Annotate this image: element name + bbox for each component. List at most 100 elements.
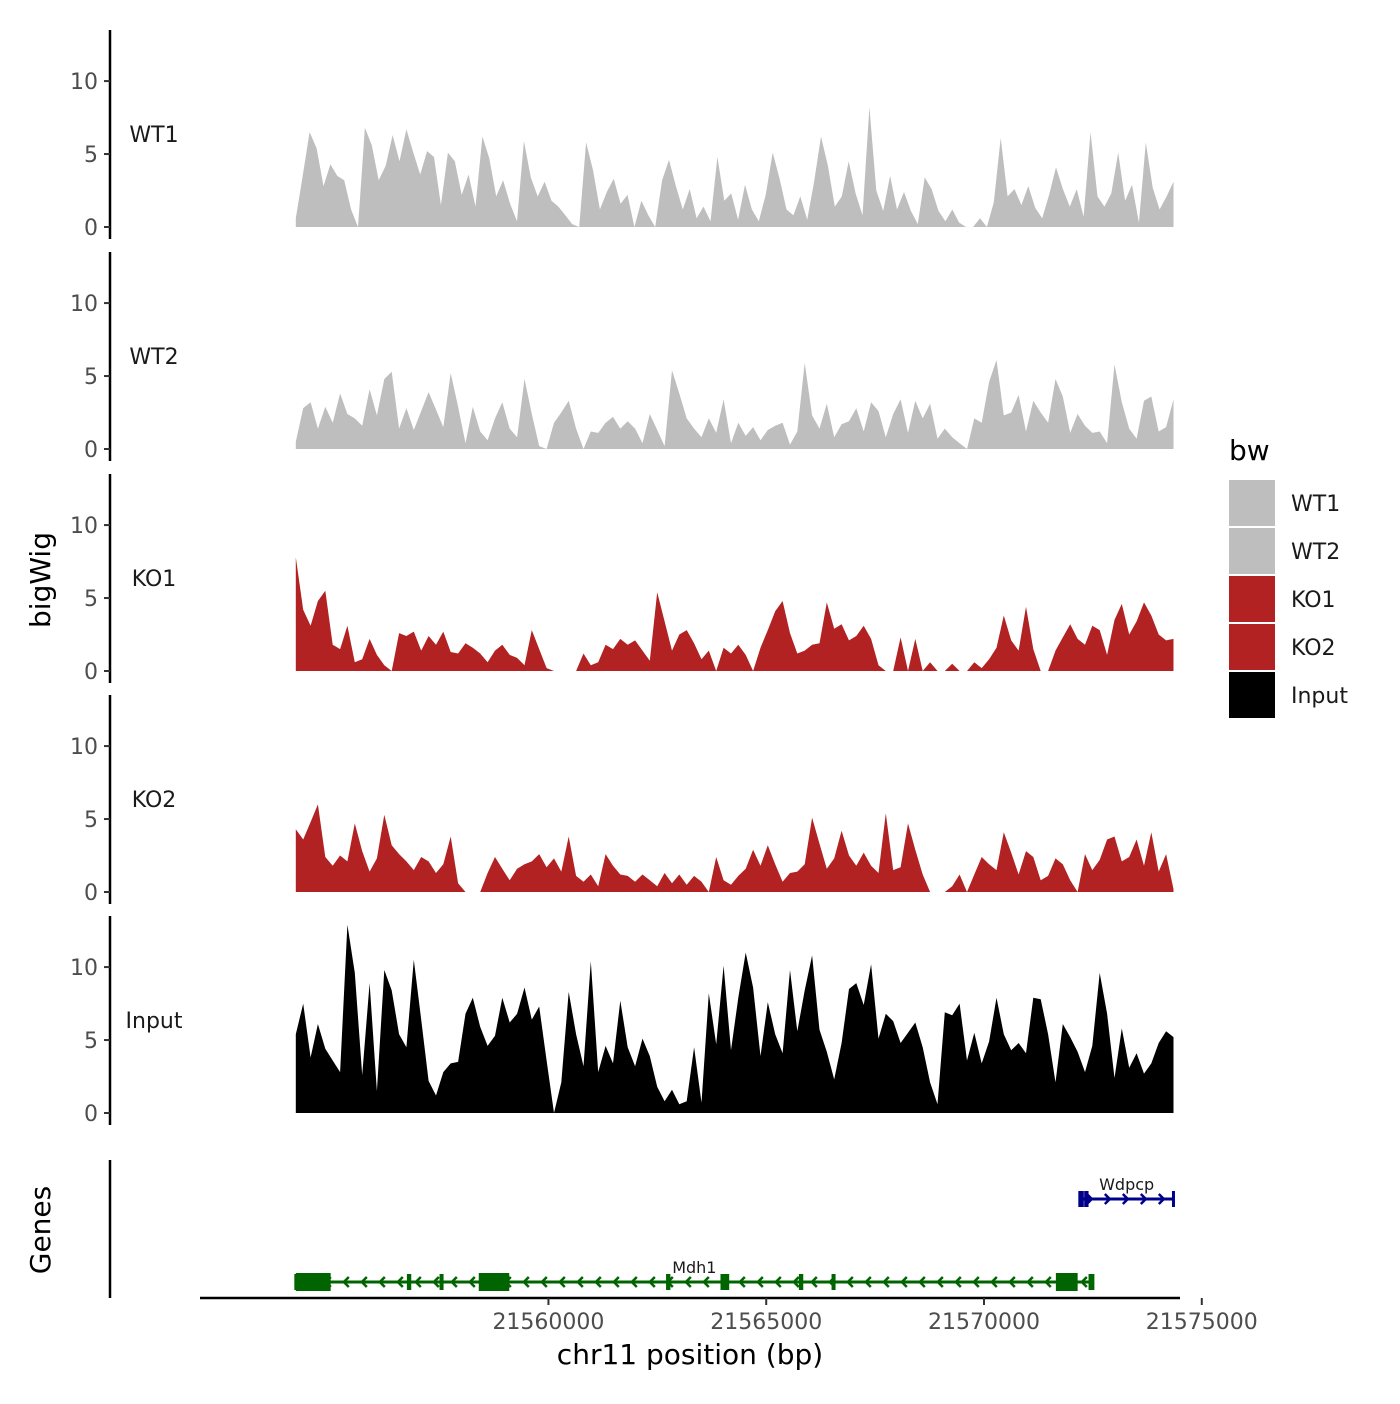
gene-label: Mdh1	[672, 1258, 716, 1277]
exon	[1084, 1191, 1089, 1207]
legend-key-wt2	[1229, 528, 1275, 574]
track-wt2: 0 5 10 WT2	[70, 252, 1174, 463]
legend: bw WT1 WT2 KO1 KO2 Input	[1229, 434, 1348, 718]
strand-arrow	[360, 1276, 368, 1288]
track-ko2: 0 5 10 KO2	[70, 695, 1174, 906]
legend-label: WT2	[1291, 540, 1340, 565]
track-label: WT1	[129, 123, 178, 148]
x-tick-label: 21565000	[710, 1310, 822, 1335]
strand-arrow	[396, 1276, 404, 1288]
strand-arrow	[1026, 1276, 1034, 1288]
strand-arrow	[648, 1276, 656, 1288]
x-tick-label: 21570000	[928, 1310, 1040, 1335]
y-tick-label: 10	[70, 514, 98, 539]
track-label: Input	[126, 1009, 183, 1034]
track-wt1: 0 5 10 WT1	[70, 30, 1174, 241]
x-tick-label: 21575000	[1146, 1310, 1258, 1335]
strand-arrow	[432, 1276, 440, 1288]
y-tick-label: 5	[84, 1029, 98, 1054]
legend-title: bw	[1229, 434, 1270, 467]
track-label: KO1	[132, 567, 177, 592]
strand-arrow	[378, 1276, 386, 1288]
strand-arrow	[1139, 1193, 1148, 1205]
legend-label: Input	[1291, 684, 1348, 709]
gene-mdh1: Mdh1	[294, 1258, 1095, 1291]
strand-arrow	[864, 1276, 872, 1288]
signal-area-ko2	[295, 804, 1174, 892]
legend-key-input	[1229, 672, 1275, 718]
strand-arrow	[1008, 1276, 1016, 1288]
track-label: KO2	[132, 788, 177, 813]
strand-arrow	[774, 1276, 782, 1288]
strand-arrow	[846, 1276, 854, 1288]
exon	[831, 1274, 836, 1290]
legend-key-ko1	[1229, 576, 1275, 622]
exon	[406, 1274, 412, 1290]
legend-label: WT1	[1291, 492, 1340, 517]
strand-arrow	[540, 1276, 548, 1288]
y-tick-label: 5	[84, 808, 98, 833]
genes-track: Mdh1 Wdpcp	[108, 1160, 1175, 1298]
track-ko1: 0 5 10 KO1	[70, 474, 1174, 685]
track-label: WT2	[129, 345, 178, 370]
signal-area-wt2	[295, 360, 1174, 449]
strand-arrow	[738, 1276, 746, 1288]
x-axis: 21560000 21565000 21570000 21575000	[200, 1296, 1258, 1335]
exon	[439, 1274, 444, 1290]
strand-arrow	[990, 1276, 998, 1288]
legend-key-wt1	[1229, 480, 1275, 526]
strand-arrow	[630, 1276, 638, 1288]
y-tick-label: 0	[84, 1102, 98, 1127]
y-tick-label: 0	[84, 438, 98, 463]
gene-wdpcp: Wdpcp	[1078, 1175, 1175, 1207]
strand-arrow	[612, 1276, 620, 1288]
strand-arrow	[1044, 1276, 1052, 1288]
strand-arrow	[450, 1276, 458, 1288]
signal-area-ko1	[295, 557, 1174, 671]
strand-arrow	[1080, 1276, 1088, 1288]
strand-arrow	[342, 1276, 350, 1288]
strand-arrow	[522, 1276, 530, 1288]
y-tick-label: 10	[70, 292, 98, 317]
strand-arrow	[900, 1276, 908, 1288]
gene-label: Wdpcp	[1099, 1175, 1154, 1194]
y-axis-title: bigWig	[24, 532, 57, 628]
legend-label: KO2	[1291, 636, 1336, 661]
exon	[478, 1273, 510, 1291]
exon	[1088, 1274, 1093, 1290]
exon	[720, 1274, 730, 1290]
strand-arrow	[1157, 1193, 1166, 1205]
strand-arrow	[576, 1276, 584, 1288]
genes-axis-title: Genes	[24, 1186, 57, 1274]
x-axis-title: chr11 position (bp)	[557, 1338, 823, 1371]
y-tick-label: 5	[84, 365, 98, 390]
strand-arrow	[918, 1276, 926, 1288]
strand-arrow	[882, 1276, 890, 1288]
strand-arrow	[558, 1276, 566, 1288]
exon	[1079, 1191, 1084, 1207]
legend-key-ko2	[1229, 624, 1275, 670]
strand-arrow	[1121, 1193, 1130, 1205]
x-tick-label: 21560000	[492, 1310, 604, 1335]
strand-arrow	[756, 1276, 764, 1288]
y-tick-label: 0	[84, 216, 98, 241]
y-tick-label: 0	[84, 660, 98, 685]
strand-arrow	[954, 1276, 962, 1288]
strand-arrow	[414, 1276, 422, 1288]
y-tick-label: 5	[84, 143, 98, 168]
exon	[295, 1273, 331, 1291]
strand-arrow	[684, 1276, 692, 1288]
exon	[666, 1274, 671, 1290]
strand-arrow	[810, 1276, 818, 1288]
strand-arrow	[972, 1276, 980, 1288]
signal-area-input	[295, 924, 1174, 1113]
strand-arrow	[792, 1276, 800, 1288]
exon	[798, 1274, 804, 1290]
y-tick-label: 10	[70, 956, 98, 981]
y-tick-label: 10	[70, 70, 98, 95]
strand-arrow	[594, 1276, 602, 1288]
signal-tracks: 0 5 10 WT1 0 5 10 WT2 0 5 10 KO1 0 5 10 KO2 0 5 10 Input	[70, 30, 1174, 1127]
y-tick-label: 5	[84, 587, 98, 612]
